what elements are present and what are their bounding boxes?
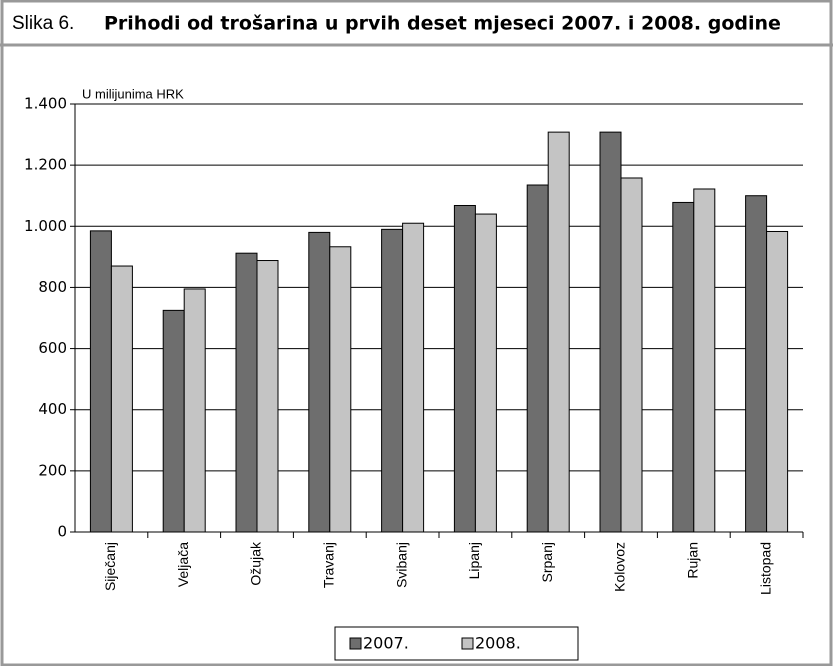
legend-label: 2008. [475, 634, 521, 653]
bar [381, 228, 404, 533]
bar [162, 309, 185, 533]
legend-swatch [461, 637, 474, 650]
y-tick-label: 1.000 [24, 217, 67, 235]
bar [672, 201, 695, 533]
x-tick-label: Travanj [321, 542, 337, 588]
x-tick-label: Listopad [757, 542, 773, 595]
bar [329, 246, 352, 533]
y-tick-label: 0 [57, 523, 67, 541]
bar [402, 222, 425, 533]
bar [110, 265, 133, 533]
bar [620, 177, 643, 533]
x-tick-label: Veljača [175, 542, 191, 587]
legend-swatch [349, 637, 362, 650]
legend-box [334, 626, 579, 661]
bar [474, 213, 497, 533]
x-tick-label: Lipanj [466, 542, 482, 579]
bar [526, 184, 549, 533]
bar [89, 230, 112, 533]
x-tick-label: Svibanj [393, 542, 409, 588]
y-tick-label: 400 [38, 400, 67, 418]
y-axis-label: U milijunima HRK [82, 86, 184, 101]
x-tick-label: Rujan [685, 542, 701, 579]
figure-label: Slika 6. [12, 13, 74, 34]
bar [183, 288, 206, 533]
bar [308, 231, 331, 533]
bar [547, 131, 570, 533]
y-tick-label: 1.400 [24, 95, 67, 113]
chart-title: Prihodi od trošarina u prvih deset mjese… [104, 13, 781, 35]
y-tick-label: 800 [38, 278, 67, 296]
bar [256, 260, 279, 533]
x-tick-label: Kolovoz [612, 542, 628, 592]
bar [745, 195, 768, 533]
x-tick-label: Srpanj [539, 542, 555, 582]
bar [693, 188, 716, 533]
y-tick-label: 600 [38, 339, 67, 357]
bar [453, 204, 476, 533]
bar [599, 131, 622, 533]
bar [766, 230, 789, 533]
legend-label: 2007. [363, 634, 409, 653]
bar [235, 252, 258, 533]
y-tick-label: 1.200 [24, 156, 67, 174]
x-tick-label: Ožujak [248, 541, 264, 586]
y-tick-label: 200 [38, 461, 67, 479]
x-tick-label: Siječanj [102, 542, 118, 591]
